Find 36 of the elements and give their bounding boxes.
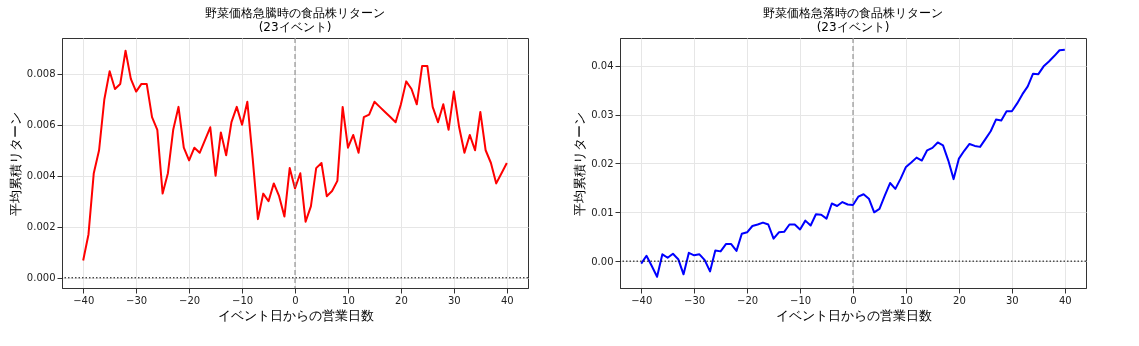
x-tick-label: −40	[631, 294, 653, 306]
y-axis-title: 平均累積リターン	[572, 111, 588, 216]
x-tick-label: 40	[500, 294, 514, 306]
x-tick-label: −10	[789, 294, 812, 306]
chart-title: 野菜価格急騰時の食品株リターン (23イベント)	[205, 5, 385, 34]
y-axis-title: 平均累積リターン	[7, 111, 23, 216]
x-tick-label: 0	[850, 294, 857, 306]
line-series	[82, 49, 508, 262]
x-tick-label: 20	[395, 294, 408, 306]
y-tick-label: 0.008	[26, 68, 56, 80]
x-axis-title: イベント日からの営業日数	[217, 307, 374, 323]
x-tick-label: −30	[684, 294, 706, 306]
x-tick-label: 30	[1006, 294, 1019, 306]
x-tick-label: −30	[126, 294, 148, 306]
y-tick-label: 0.006	[26, 119, 56, 131]
y-tick-label: 0.004	[26, 170, 56, 182]
y-tick-label: 0.04	[591, 60, 614, 72]
x-axis-title: イベント日からの営業日数	[775, 307, 932, 323]
x-tick-label: 0	[292, 294, 299, 306]
x-tick-label: 10	[342, 294, 355, 306]
x-tick-label: 20	[953, 294, 966, 306]
y-tick-label: 0.01	[591, 206, 614, 218]
x-tick-label: 30	[448, 294, 461, 306]
x-tick-label: 40	[1058, 294, 1072, 306]
y-tick-label: 0.002	[26, 221, 56, 233]
x-tick-label: −20	[737, 294, 759, 306]
y-tick-label: 0.00	[591, 255, 614, 267]
x-tick-label: −10	[231, 294, 254, 306]
y-tick-label: 0.000	[26, 272, 56, 284]
line-series	[640, 48, 1066, 278]
x-tick-label: −40	[73, 294, 95, 306]
y-tick-label: 0.02	[591, 157, 614, 169]
x-tick-label: −20	[179, 294, 201, 306]
chart-title: 野菜価格急落時の食品株リターン (23イベント)	[763, 5, 943, 34]
x-tick-label: 10	[900, 294, 913, 306]
y-tick-label: 0.03	[591, 109, 614, 121]
